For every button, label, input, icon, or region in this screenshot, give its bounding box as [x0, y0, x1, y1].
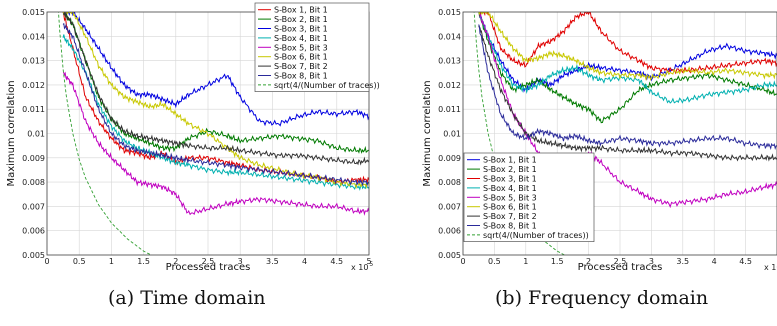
x-tick-label: 4.5: [739, 257, 752, 266]
legend-entry: S-Box 5, Bit 3: [274, 43, 328, 52]
x-axis-label: Processed traces: [578, 262, 663, 273]
legend-entry: S-Box 8, Bit 1: [483, 222, 537, 231]
legend-entry: S-Box 8, Bit 1: [274, 72, 328, 81]
x-tick-label: 0.5: [73, 257, 86, 266]
legend-entry: S-Box 4, Bit 1: [483, 184, 537, 193]
legend-entry: S-Box 7, Bit 2: [274, 62, 328, 71]
y-tick-label: 0.008: [22, 178, 45, 187]
y-tick-label: 0.012: [22, 81, 45, 90]
x-tick-label: 0: [460, 257, 465, 266]
legend-entry: sqrt(4/(Number of traces)): [274, 81, 380, 90]
x-exponent-label: x 10: [764, 263, 777, 272]
y-tick-label: 0.011: [22, 105, 45, 114]
legend-entry: S-Box 3, Bit 1: [483, 175, 537, 184]
series-line-9: [473, 12, 566, 255]
y-tick-label: 0.01: [27, 130, 45, 139]
y-tick-label: 0.015: [438, 8, 461, 17]
y-tick-label: 0.007: [438, 202, 461, 211]
legend-entry: S-Box 5, Bit 3: [483, 193, 537, 202]
x-tick-label: 1.5: [137, 257, 150, 266]
series-line-6: [62, 12, 369, 190]
y-tick-label: 0.01: [443, 130, 461, 139]
legend: S-Box 1, Bit 1S-Box 2, Bit 1S-Box 3, Bit…: [463, 152, 595, 242]
legend: S-Box 1, Bit 1S-Box 2, Bit 1S-Box 3, Bit…: [254, 2, 380, 92]
legend-entry: S-Box 6, Bit 1: [274, 53, 328, 62]
x-axis-label: Processed traces: [166, 262, 251, 273]
series-line-6: [478, 12, 777, 82]
legend-entry: S-Box 2, Bit 1: [483, 165, 537, 174]
y-tick-label: 0.011: [438, 105, 461, 114]
legend-entry: S-Box 3, Bit 1: [274, 25, 328, 34]
x-exponent-power: 5: [369, 261, 373, 268]
x-tick-label: 3: [238, 257, 243, 266]
legend-entry: S-Box 4, Bit 1: [274, 34, 328, 43]
legend-entry: S-Box 6, Bit 1: [483, 203, 537, 212]
legend-entry: S-Box 1, Bit 1: [274, 6, 328, 15]
axes-frame: [462, 11, 777, 256]
y-axis-label: Maximum correlation: [6, 80, 17, 186]
chart-frequency-domain: 0.005 0.006 0.007 0.008 0.009 0.01 0.011 0.012 0…: [422, 8, 777, 273]
legend-entry: S-Box 2, Bit 1: [274, 15, 328, 24]
y-tick-label: 0.006: [438, 227, 461, 236]
y-tick-label: 0.015: [22, 8, 45, 17]
x-tick-label: 5: [366, 257, 371, 266]
x-tick-label: 0: [44, 257, 49, 266]
x-tick-label: 3.5: [676, 257, 689, 266]
y-tick-label: 0.009: [22, 154, 45, 163]
caption-time-domain: (a) Time domain: [108, 287, 266, 309]
y-tick-label: 0.013: [22, 57, 45, 66]
x-tick-label: 2.5: [202, 257, 215, 266]
y-tick-label: 0.014: [438, 32, 461, 41]
axes-frame: [46, 11, 370, 256]
series-line-9: [57, 12, 153, 255]
y-tick-label: 0.013: [438, 57, 461, 66]
x-tick-label: 1: [523, 257, 528, 266]
x-tick-label: 3.5: [266, 257, 279, 266]
legend-box: [463, 152, 595, 242]
y-axis-label: Maximum correlation: [422, 80, 433, 186]
x-tick-label: 2: [586, 257, 591, 266]
series-line-3: [62, 12, 369, 127]
y-tick-label: 0.005: [22, 251, 45, 260]
x-tick-label: 4.5: [330, 257, 343, 266]
series-group: [57, 12, 369, 255]
series-line-7: [478, 25, 777, 162]
series-line-8: [478, 24, 777, 151]
x-tick-label: 0.5: [488, 257, 501, 266]
y-tick-label: 0.012: [438, 81, 461, 90]
x-tick-label: 2.5: [614, 257, 627, 266]
series-line-8: [62, 22, 369, 187]
caption-frequency-domain: (b) Frequency domain: [495, 287, 709, 309]
x-tick-label: 4: [712, 257, 717, 266]
x-tick-label: 2: [173, 257, 178, 266]
x-exponent-label: x 10: [351, 263, 368, 272]
chart-time-domain: 0.005 0.006 0.007 0.008 0.009 0.01 0.011 0.012 0…: [6, 2, 380, 273]
x-tick-label: 1.5: [551, 257, 564, 266]
y-tick-label: 0.007: [22, 202, 45, 211]
series-line-4: [478, 12, 777, 104]
y-tick-label: 0.009: [438, 154, 461, 163]
series-line-1: [478, 12, 777, 93]
legend-box: [254, 2, 370, 92]
x-tick-label: 4: [302, 257, 307, 266]
x-tick-label: 3: [649, 257, 654, 266]
legend-entry: S-Box 1, Bit 1: [483, 156, 537, 165]
y-tick-label: 0.008: [438, 178, 461, 187]
series-line-4: [62, 34, 369, 191]
y-tick-label: 0.006: [22, 227, 45, 236]
legend-entry: S-Box 7, Bit 2: [483, 212, 537, 221]
series-line-3: [478, 12, 777, 75]
y-tick-label: 0.014: [22, 32, 45, 41]
x-tick-label: 1: [109, 257, 114, 266]
series-line-7: [62, 12, 369, 166]
legend-entry: sqrt(4/(Number of traces)): [483, 231, 589, 240]
y-tick-label: 0.005: [438, 251, 461, 260]
series-group: [473, 12, 777, 255]
series-line-5: [63, 71, 369, 216]
